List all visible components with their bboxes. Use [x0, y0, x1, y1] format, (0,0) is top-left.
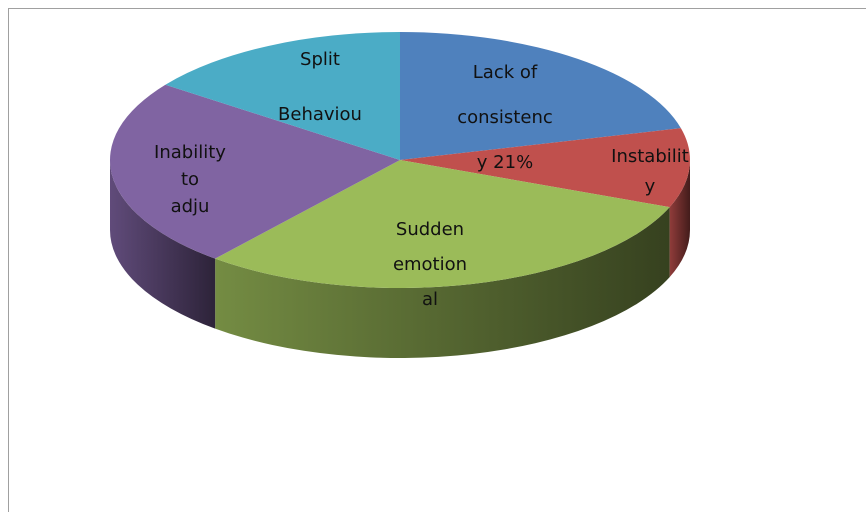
slice-label: to: [181, 169, 199, 190]
slice-label: Inability: [154, 142, 226, 163]
slice: [165, 32, 400, 160]
slice: [109, 84, 400, 259]
slice: [400, 128, 690, 208]
slice-label: adju: [171, 196, 210, 217]
slice-side: [215, 207, 670, 358]
slice-label: Instabilit: [611, 146, 689, 167]
slice-label: Split: [300, 49, 340, 70]
slice-label: y 21%: [477, 152, 533, 173]
slice: [215, 160, 670, 289]
slice-label: al: [422, 289, 438, 310]
slice-label: Behaviou: [278, 104, 362, 125]
slice-label: Lack of: [473, 62, 538, 83]
slice-label: y: [645, 176, 656, 197]
slice: [400, 32, 681, 160]
slice-label: consistenc: [457, 107, 553, 128]
slice-label: emotion: [393, 254, 467, 275]
slice-side: [669, 160, 690, 278]
slice-side: [110, 160, 216, 329]
slice-label: Sudden: [396, 219, 464, 240]
